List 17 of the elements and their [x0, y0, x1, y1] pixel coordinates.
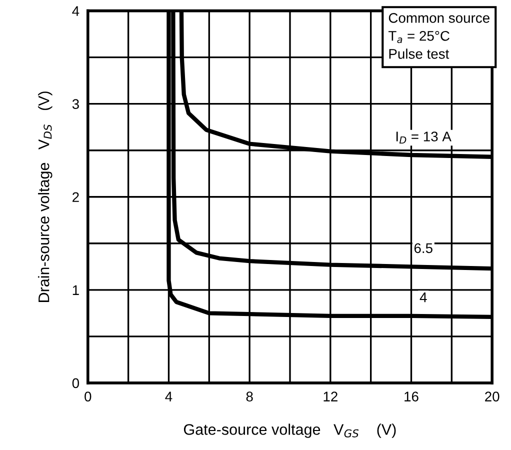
x-tick-label: 12 [324, 392, 338, 402]
x-tick-label: 16 [404, 392, 418, 402]
series-label: 4 [420, 292, 427, 302]
y-tick-label: 4 [72, 6, 80, 16]
y-tick-label: 0 [72, 378, 80, 388]
x-tick-label: 20 [485, 392, 500, 402]
y-tick-label: 2 [72, 192, 79, 202]
x-tick-label: 4 [165, 392, 172, 402]
series-label: 6.5 [414, 243, 432, 254]
y-tick-label: 3 [72, 99, 79, 110]
x-tick-label: 0 [84, 392, 92, 402]
series-label: I$_{D}$ = 13 A [396, 132, 452, 144]
text: Gate-source voltage V$_{GS}$ (V) [184, 424, 396, 438]
y-tick-label: 1 [72, 285, 79, 295]
annotation: Common source T$_{a}$ = 25°C Pulse test [388, 13, 490, 59]
x-tick-label: 8 [246, 392, 253, 402]
text: Drain-source voltage V$_{DS}$ (V) [38, 92, 52, 302]
